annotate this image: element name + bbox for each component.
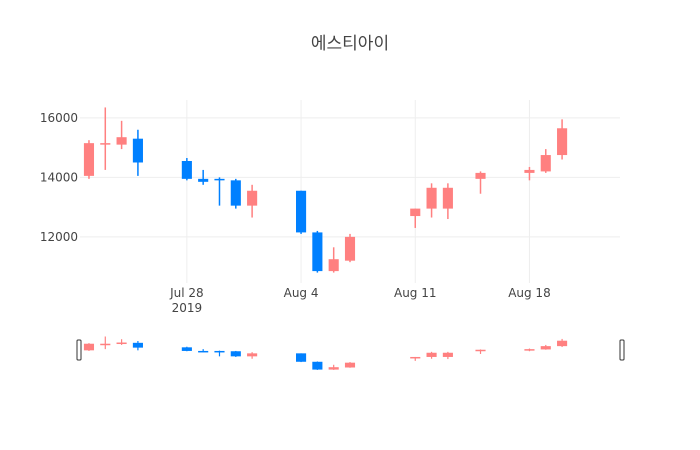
x-tick-label: Jul 28 xyxy=(169,286,204,300)
slider-candle-body xyxy=(198,350,209,353)
candle-body xyxy=(83,143,95,176)
slider-candle xyxy=(344,362,356,368)
slider-candle-body xyxy=(540,346,551,350)
candle-body xyxy=(557,128,568,156)
candle-increasing xyxy=(524,166,535,181)
slider-candle xyxy=(442,351,453,360)
candle-body xyxy=(132,138,143,163)
candle-body xyxy=(442,187,453,209)
slider-candle xyxy=(328,364,339,370)
candle-body xyxy=(426,187,437,209)
slider-candle xyxy=(247,352,258,359)
candle-decreasing xyxy=(132,129,143,176)
candle-body xyxy=(100,143,111,145)
slider-candle-body xyxy=(83,343,95,351)
candle-increasing xyxy=(83,140,95,179)
slider-candle-body xyxy=(344,362,356,368)
candle-increasing xyxy=(442,183,453,220)
slider-candle-body xyxy=(230,351,241,357)
slider-candle xyxy=(181,346,192,352)
axis-layer: 12000 14000 16000 Jul 28 Aug 4 Aug 11 Aug 18 20… xyxy=(40,111,551,315)
candle-body xyxy=(296,190,307,233)
candle-increasing xyxy=(100,107,111,170)
slider-candle xyxy=(132,341,143,351)
candle-body xyxy=(116,137,127,145)
slider-handle-left[interactable] xyxy=(76,339,82,361)
slider-candle-body xyxy=(426,352,437,357)
candle-increasing xyxy=(540,149,551,173)
slider-candle-body xyxy=(524,349,535,351)
candle-body xyxy=(540,155,551,172)
candle-body xyxy=(181,161,192,179)
slider-candle-body xyxy=(181,347,192,351)
candle-body xyxy=(247,190,258,206)
candle-increasing xyxy=(475,171,486,194)
candle-increasing xyxy=(557,119,568,160)
candle-body xyxy=(524,169,535,173)
slider-candle xyxy=(100,336,111,350)
candle-increasing xyxy=(328,247,339,273)
candle-decreasing xyxy=(181,158,192,181)
slider-candle xyxy=(410,356,421,361)
slider-handle-right[interactable] xyxy=(619,339,625,361)
candle-body xyxy=(198,178,209,182)
candle-body xyxy=(410,208,421,217)
slider-candle-body xyxy=(247,353,258,357)
candle-body xyxy=(214,178,225,181)
slider-candle xyxy=(116,339,127,345)
range-slider[interactable] xyxy=(76,336,625,370)
slider-candle xyxy=(524,348,535,352)
y-tick-label: 12000 xyxy=(40,230,78,244)
slider-candle xyxy=(557,338,568,348)
candle-increasing xyxy=(344,233,356,263)
candle-body xyxy=(344,236,356,261)
x-tick-label: Aug 18 xyxy=(508,286,551,300)
slider-candle-body xyxy=(100,343,111,346)
x-tick-label: Aug 4 xyxy=(284,286,319,300)
slider-candle xyxy=(540,344,551,350)
candle-body xyxy=(230,180,241,206)
slider-candle xyxy=(83,343,95,351)
slider-candle xyxy=(426,351,437,359)
candle-decreasing xyxy=(198,169,209,185)
slider-candle-body xyxy=(296,353,307,362)
slider-candle xyxy=(214,350,225,357)
slider-candle-body xyxy=(116,342,127,345)
candle-increasing xyxy=(116,120,127,150)
slider-candle xyxy=(312,361,323,370)
candle-increasing xyxy=(410,208,421,228)
candle-increasing xyxy=(426,183,437,218)
candle-body xyxy=(312,232,323,272)
y-tick-label: 14000 xyxy=(40,170,78,184)
slider-candle-body xyxy=(132,342,143,348)
candle-body xyxy=(475,172,486,179)
slider-candle-body xyxy=(214,350,225,353)
candle-decreasing xyxy=(296,190,307,234)
slider-candle-body xyxy=(442,352,453,357)
slider-candle xyxy=(296,353,307,363)
slider-candle-body xyxy=(475,349,486,352)
x-year-label: 2019 xyxy=(172,301,203,315)
slider-candle-body xyxy=(328,367,339,370)
candle-body xyxy=(328,259,339,272)
slider-candle xyxy=(198,349,209,353)
x-tick-label: Aug 11 xyxy=(394,286,437,300)
chart-title: 에스티아이 xyxy=(311,34,389,54)
candle-increasing xyxy=(247,184,258,218)
slider-candle-body xyxy=(410,356,421,359)
slider-candle-body xyxy=(312,361,323,370)
candle-decreasing xyxy=(214,177,225,206)
slider-candle xyxy=(230,350,241,357)
candle-decreasing xyxy=(230,178,241,209)
candle-layer xyxy=(83,107,568,273)
slider-candle-body xyxy=(557,340,568,347)
slider-candle xyxy=(475,349,486,354)
y-tick-label: 16000 xyxy=(40,111,78,125)
candle-decreasing xyxy=(312,230,323,273)
